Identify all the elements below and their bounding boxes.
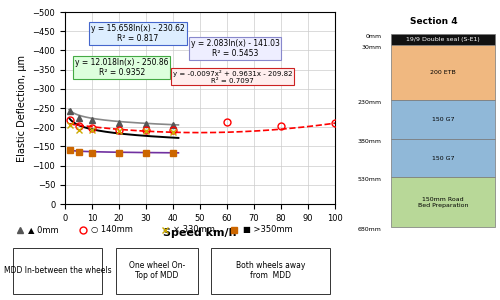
Text: Section 4: Section 4 bbox=[410, 17, 458, 26]
Text: 530mm: 530mm bbox=[358, 177, 382, 182]
Y-axis label: Elastic Deflection, μm: Elastic Deflection, μm bbox=[17, 55, 27, 161]
Text: 230mm: 230mm bbox=[358, 100, 382, 105]
Text: y = 2.083ln(x) - 141.03
R² = 0.5453: y = 2.083ln(x) - 141.03 R² = 0.5453 bbox=[190, 39, 280, 58]
Text: 680mm: 680mm bbox=[358, 227, 382, 232]
Text: ○ 140mm: ○ 140mm bbox=[91, 225, 132, 234]
FancyBboxPatch shape bbox=[390, 45, 495, 100]
Text: 150mm Road
Bed Preparation: 150mm Road Bed Preparation bbox=[418, 197, 468, 208]
Text: 19/9 Double seal (S-E1): 19/9 Double seal (S-E1) bbox=[406, 37, 479, 42]
FancyBboxPatch shape bbox=[116, 248, 198, 294]
Text: 150 G7: 150 G7 bbox=[432, 155, 454, 160]
Text: ■ >350mm: ■ >350mm bbox=[242, 225, 292, 234]
Text: × 330mm: × 330mm bbox=[174, 225, 215, 234]
Text: y = 12.018ln(x) - 250.86
R² = 0.9352: y = 12.018ln(x) - 250.86 R² = 0.9352 bbox=[75, 58, 168, 77]
Text: Both wheels away
from  MDD: Both wheels away from MDD bbox=[236, 261, 306, 280]
FancyBboxPatch shape bbox=[390, 139, 495, 177]
Text: ▲ 0mm: ▲ 0mm bbox=[28, 225, 59, 234]
Text: 380mm: 380mm bbox=[358, 139, 382, 144]
Text: MDD In-between the wheels: MDD In-between the wheels bbox=[4, 266, 112, 275]
X-axis label: Speed km/h: Speed km/h bbox=[163, 228, 237, 238]
FancyBboxPatch shape bbox=[390, 100, 495, 139]
Text: 200 ETB: 200 ETB bbox=[430, 70, 456, 75]
Text: 0mm: 0mm bbox=[366, 34, 382, 39]
Text: 150 G7: 150 G7 bbox=[432, 117, 454, 122]
FancyBboxPatch shape bbox=[14, 248, 102, 294]
Text: One wheel On-
Top of MDD: One wheel On- Top of MDD bbox=[128, 261, 185, 280]
Text: y = -0.0097x² + 0.9631x - 209.82
R² = 0.7097: y = -0.0097x² + 0.9631x - 209.82 R² = 0.… bbox=[172, 70, 292, 84]
FancyBboxPatch shape bbox=[212, 248, 330, 294]
Text: 30mm: 30mm bbox=[362, 45, 382, 50]
FancyBboxPatch shape bbox=[390, 177, 495, 227]
Text: y = 15.658ln(x) - 230.62
R² = 0.817: y = 15.658ln(x) - 230.62 R² = 0.817 bbox=[91, 23, 185, 43]
FancyBboxPatch shape bbox=[390, 34, 495, 45]
